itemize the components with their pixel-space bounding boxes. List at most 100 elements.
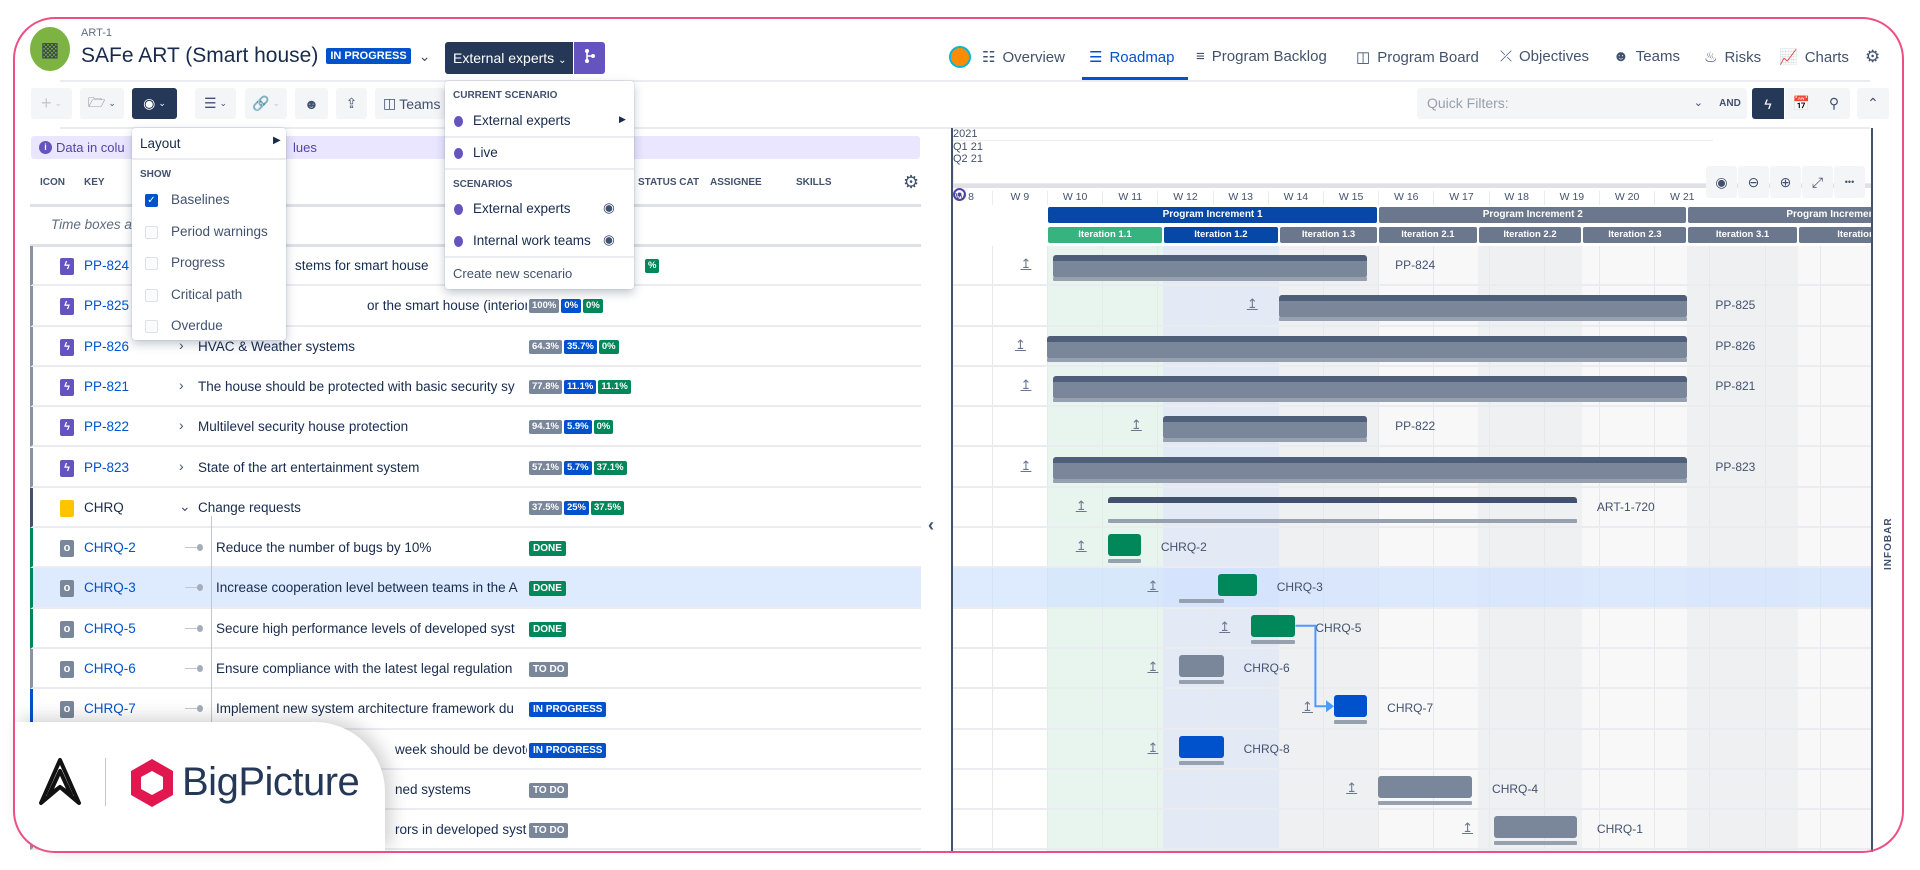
timeline-row[interactable] — [953, 407, 1871, 448]
scenario-button[interactable]: External experts ⌄ — [445, 42, 573, 74]
col-key[interactable]: KEY — [84, 177, 105, 188]
table-row[interactable]: o CHRQ-7 Implement new system architecture… — [30, 689, 921, 730]
task-bar[interactable] — [1218, 574, 1257, 597]
today-marker-icon[interactable] — [953, 188, 966, 201]
branch-button[interactable] — [574, 42, 605, 74]
chevron-right-icon[interactable]: › — [179, 457, 184, 474]
timeline-row[interactable] — [953, 689, 1871, 730]
summary-bar[interactable] — [1278, 295, 1688, 319]
baseline-arrow-icon[interactable]: ↥ — [1302, 699, 1313, 715]
people-button[interactable]: ☻ — [295, 88, 328, 119]
menu-option-label[interactable]: Period warnings — [171, 223, 268, 239]
summary-bar[interactable] — [1052, 456, 1688, 480]
issue-key-link[interactable]: CHRQ-7 — [84, 701, 136, 717]
baseline-arrow-icon[interactable]: ↥ — [1075, 497, 1087, 513]
program-increment[interactable]: Program Increment 1 — [1048, 207, 1378, 223]
add-button[interactable]: + ⌄ — [31, 88, 72, 119]
timeline-row[interactable] — [953, 568, 1871, 609]
calendar-button[interactable]: 📅 — [1785, 88, 1818, 119]
current-scenario-item[interactable]: External experts — [473, 113, 571, 128]
timeline-row[interactable] — [953, 488, 1871, 529]
baseline-arrow-icon[interactable]: ↥ — [1147, 659, 1159, 674]
tab-roadmap[interactable]: ☰ Roadmap — [1089, 48, 1175, 67]
summary-bar[interactable] — [1162, 416, 1368, 440]
timeline-row[interactable] — [953, 730, 1871, 770]
more-icon[interactable]: ••• — [1834, 166, 1865, 198]
issue-key-link[interactable]: PP-822 — [84, 419, 130, 435]
baseline-arrow-icon[interactable]: ↥ — [1020, 256, 1032, 271]
timeline-row[interactable] — [953, 649, 1871, 690]
menu-option-label[interactable]: Overdue — [171, 318, 223, 333]
baseline-arrow-icon[interactable]: ↥ — [1015, 336, 1026, 352]
baseline-arrow-icon[interactable]: ↥ — [1147, 739, 1159, 755]
view-button[interactable]: ◉ ⌄ — [132, 88, 177, 119]
timeline-row[interactable] — [953, 609, 1871, 649]
tab-overview[interactable]: ☷ Overview — [982, 48, 1065, 67]
chevron-right-icon[interactable]: › — [179, 417, 184, 434]
table-row[interactable]: o CHRQ-6 Ensure compliance with the latest… — [30, 649, 921, 690]
issue-key-link[interactable]: CHRQ-3 — [84, 580, 136, 596]
folder-button[interactable]: 🗁 ⌄ — [80, 88, 124, 119]
baseline-arrow-icon[interactable]: ↥ — [1020, 376, 1032, 392]
issue-key-link[interactable]: CHRQ — [84, 499, 124, 515]
live-scenario-item[interactable]: Live — [473, 145, 498, 160]
baseline-arrow-icon[interactable]: ↥ — [1130, 417, 1142, 433]
teams-button[interactable]: ◫ Teams — [375, 88, 445, 119]
task-bar[interactable] — [1494, 816, 1577, 839]
baseline-arrow-icon[interactable]: ↥ — [1020, 457, 1032, 473]
iteration[interactable]: Iteration 3.1 — [1688, 227, 1797, 243]
issue-key-link[interactable]: PP-826 — [84, 338, 130, 354]
task-bar[interactable] — [1378, 775, 1473, 798]
table-row[interactable]: o CHRQ-2 Reduce the number of bugs by 10% D… — [30, 528, 921, 569]
summary-bar[interactable] — [1052, 255, 1368, 278]
eye-icon[interactable]: ◉ — [603, 200, 615, 215]
search-button[interactable]: ⚲ — [1818, 88, 1850, 119]
chevron-right-icon[interactable]: › — [179, 336, 184, 353]
issue-key-link[interactable]: CHRQ-5 — [84, 620, 136, 636]
lightning-button[interactable]: ϟ — [1752, 88, 1784, 119]
zoom-out-icon[interactable]: ⊖ — [1738, 166, 1769, 198]
table-row[interactable]: ϟ PP-823 › State of the art entertainment s… — [30, 447, 921, 488]
summary-bar[interactable] — [1047, 335, 1688, 359]
timeline-row[interactable] — [953, 448, 1871, 488]
timeline-row[interactable] — [953, 327, 1871, 367]
iteration[interactable]: Iteration 1.2 — [1163, 227, 1278, 243]
today-focus-icon[interactable]: ◉ — [1706, 166, 1737, 198]
fullscreen-icon[interactable]: ⤢ — [1802, 166, 1833, 198]
menu-option-label[interactable]: Critical path — [171, 286, 243, 302]
checkbox-critical-path[interactable] — [145, 288, 158, 302]
scenario-item-external-experts[interactable]: External experts — [473, 201, 571, 216]
timeline-row[interactable] — [953, 286, 1871, 327]
summary-bar[interactable] — [1052, 375, 1688, 399]
baseline-arrow-icon[interactable]: ↥ — [1246, 296, 1258, 312]
gear-icon[interactable]: ⚙ — [1865, 47, 1881, 66]
issue-key-link[interactable]: CHRQ-2 — [84, 540, 136, 556]
group-bar[interactable] — [1107, 496, 1577, 507]
issue-key-link[interactable]: PP-821 — [84, 378, 130, 394]
iteration[interactable]: Iteration 1.1 — [1048, 227, 1162, 243]
table-row[interactable]: o CHRQ-3 Increase cooperation level betwee… — [30, 568, 921, 609]
tab-objectives[interactable]: ⤫ Objectives — [1500, 48, 1589, 65]
infobar-toggle[interactable]: INFOBAR — [1883, 517, 1894, 570]
task-bar[interactable] — [1179, 735, 1224, 758]
tab-program-board[interactable]: ◫ Program Board — [1356, 48, 1479, 67]
issue-key-link[interactable]: PP-824 — [84, 258, 130, 273]
and-toggle[interactable]: AND — [1713, 88, 1747, 119]
baseline-arrow-icon[interactable]: ↥ — [1346, 779, 1358, 795]
baseline-arrow-icon[interactable]: ↥ — [1462, 820, 1474, 836]
checkbox-baselines[interactable]: ✓ — [145, 194, 158, 207]
iteration[interactable]: Iteration 2.1 — [1379, 227, 1477, 243]
tab-charts[interactable]: 📈 Charts — [1779, 48, 1849, 67]
link-button[interactable]: 🔗 ⌄ — [245, 88, 287, 119]
table-row[interactable]: ϟ PP-821 › The house should be protected wi… — [30, 366, 921, 408]
checkbox-period-warnings[interactable] — [145, 225, 158, 239]
scenario-item-internal-work-teams[interactable]: Internal work teams — [473, 233, 591, 248]
baseline-arrow-icon[interactable]: ↥ — [1075, 538, 1087, 554]
create-scenario-item[interactable]: Create new scenario — [453, 266, 573, 281]
timeline-row[interactable] — [953, 528, 1871, 569]
table-row[interactable]: week should be devotec IN PROGRESS — [30, 729, 921, 770]
col-skills[interactable]: SKILLS — [796, 177, 832, 188]
table-row[interactable]: o CHRQ-5 Secure high performance levels of… — [30, 608, 921, 649]
task-bar[interactable] — [1107, 534, 1141, 557]
